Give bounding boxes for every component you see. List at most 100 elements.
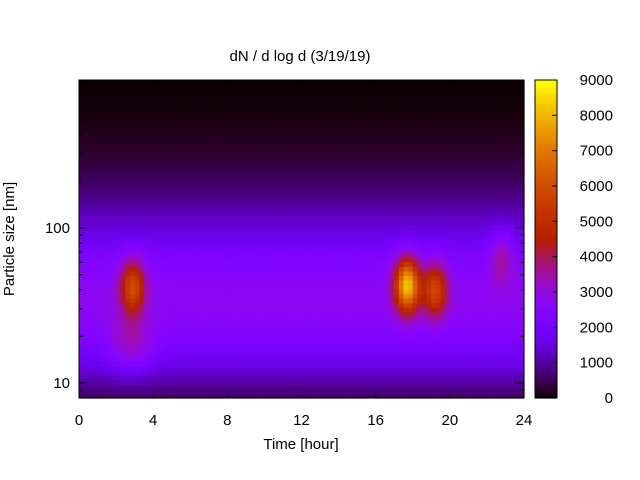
heatmap-cell	[97, 343, 103, 349]
heatmap-cell	[143, 211, 150, 217]
heatmap-cell	[143, 279, 150, 286]
heatmap-cell	[245, 370, 252, 376]
heatmap-cell	[218, 152, 224, 158]
heatmap-cell	[120, 343, 126, 349]
heatmap-cell	[255, 198, 261, 204]
heatmap-cell	[366, 107, 372, 113]
heatmap-cell	[227, 134, 233, 140]
heatmap-cell	[259, 139, 266, 145]
heatmap-cell	[273, 139, 279, 145]
heatmap-cell	[320, 152, 326, 158]
heatmap-cell	[292, 384, 298, 390]
heatmap-cell	[199, 189, 205, 195]
heatmap-cell	[231, 129, 238, 136]
heatmap-cell	[343, 288, 349, 295]
heatmap-cell	[273, 129, 279, 136]
heatmap-cell	[292, 311, 298, 317]
heatmap-cell	[176, 252, 182, 258]
heatmap-cell	[394, 293, 400, 299]
heatmap-cell	[366, 157, 372, 163]
heatmap-cell	[371, 320, 377, 326]
heatmap-cell	[273, 148, 279, 154]
heatmap-cell	[343, 320, 349, 326]
heatmap-cell	[403, 329, 409, 335]
heatmap-cell	[361, 393, 367, 399]
heatmap-cell	[218, 84, 224, 90]
heatmap-cell	[213, 298, 219, 304]
heatmap-cell	[79, 252, 85, 258]
heatmap-cell	[361, 102, 367, 108]
heatmap-cell	[320, 293, 326, 299]
heatmap-cell	[343, 284, 349, 290]
heatmap-cell	[408, 357, 414, 363]
heatmap-cell	[120, 98, 126, 104]
heatmap-cell	[357, 352, 363, 358]
heatmap-cell	[310, 193, 317, 199]
heatmap-cell	[245, 111, 252, 117]
heatmap-cell	[120, 152, 126, 158]
heatmap-cell	[394, 239, 400, 245]
heatmap-cell	[250, 93, 256, 99]
heatmap-cell	[83, 388, 89, 395]
heatmap-cell	[143, 216, 150, 222]
heatmap-cell	[255, 284, 261, 290]
heatmap-cell	[329, 248, 335, 254]
heatmap-cell	[361, 202, 367, 208]
heatmap-cell	[403, 211, 409, 217]
heatmap-cell	[259, 170, 266, 176]
heatmap-cell	[320, 157, 326, 163]
heatmap-cell	[97, 348, 103, 354]
heatmap-cell	[180, 307, 187, 313]
heatmap-cell	[292, 375, 298, 381]
heatmap-cell	[357, 139, 363, 145]
heatmap-cell	[250, 225, 256, 231]
heatmap-cell	[394, 320, 400, 326]
heatmap-cell	[92, 207, 99, 213]
heatmap-cell	[227, 320, 233, 326]
heatmap-cell	[296, 102, 303, 108]
heatmap-cell	[194, 384, 201, 390]
heatmap-cell	[329, 225, 335, 231]
heatmap-cell	[366, 179, 372, 186]
heatmap-cell	[315, 384, 321, 390]
heatmap-cell	[269, 252, 275, 258]
heatmap-cell	[111, 243, 117, 249]
heatmap-cell	[116, 220, 122, 226]
heatmap-cell	[361, 170, 367, 176]
heatmap-cell	[120, 279, 126, 286]
heatmap-cell	[111, 175, 117, 181]
heatmap-cell	[171, 139, 177, 145]
heatmap-cell	[320, 311, 326, 317]
heatmap-cell	[102, 320, 108, 326]
heatmap-cell	[324, 80, 330, 86]
heatmap-cell	[384, 211, 391, 217]
heatmap-cell	[301, 320, 307, 326]
heatmap-cell	[204, 102, 210, 108]
heatmap-cell	[134, 343, 140, 349]
heatmap-cell	[245, 216, 252, 222]
heatmap-cell	[278, 225, 284, 231]
heatmap-cell	[357, 152, 363, 158]
heatmap-cell	[306, 170, 312, 176]
heatmap-cell	[79, 361, 85, 367]
heatmap-cell	[394, 189, 400, 195]
heatmap-cell	[255, 216, 261, 222]
heatmap-cell	[366, 293, 372, 299]
heatmap-cell	[255, 80, 261, 86]
heatmap-cell	[324, 202, 330, 208]
heatmap-cell	[134, 261, 140, 267]
heatmap-cell	[333, 384, 340, 390]
heatmap-cell	[371, 175, 377, 181]
heatmap-cell	[366, 334, 372, 340]
heatmap-cell	[269, 189, 275, 195]
heatmap-cell	[231, 211, 238, 217]
heatmap-cell	[148, 84, 154, 90]
heatmap-cell	[329, 316, 335, 322]
heatmap-cell	[357, 84, 363, 90]
heatmap-cell	[157, 270, 164, 276]
heatmap-cell	[301, 93, 307, 99]
heatmap-cell	[88, 134, 94, 140]
heatmap-cell	[371, 261, 377, 267]
heatmap-cell	[403, 325, 409, 331]
heatmap-cell	[92, 266, 99, 272]
